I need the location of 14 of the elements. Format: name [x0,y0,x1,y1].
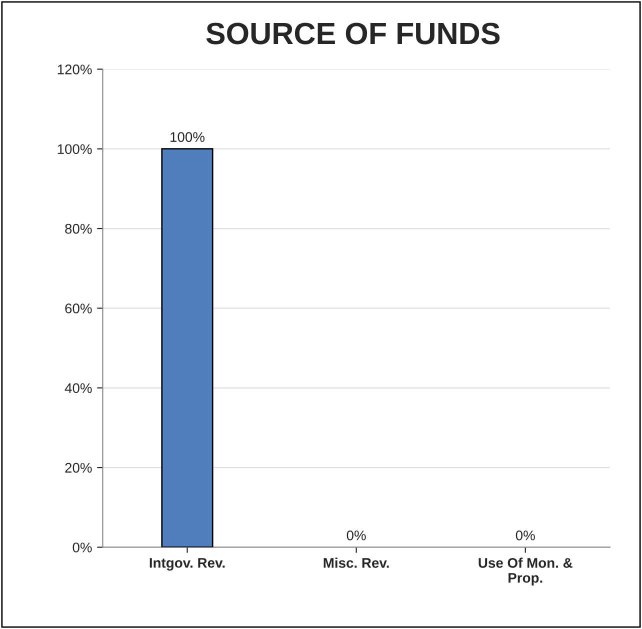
data-label: 0% [346,530,366,540]
data-label: 100% [170,132,205,142]
data-label: 0% [516,530,535,540]
y-tick-label: 0% [72,542,92,552]
x-tick-label: Misc. Rev. [324,558,389,568]
y-tick-label: 80% [65,224,92,234]
y-tick-label: 40% [64,383,92,394]
x-tick-label: Intgov. Rev. [150,558,225,571]
y-tick-label: 100% [58,144,92,154]
y-tick-label: 20% [65,462,92,473]
chart-title: SOURCE OF FUNDS [206,22,500,44]
y-tick-label: 120% [58,64,92,74]
x-tick-label: Use Of Mon. & Prop. [478,558,572,586]
y-tick-label: 60% [65,304,92,314]
